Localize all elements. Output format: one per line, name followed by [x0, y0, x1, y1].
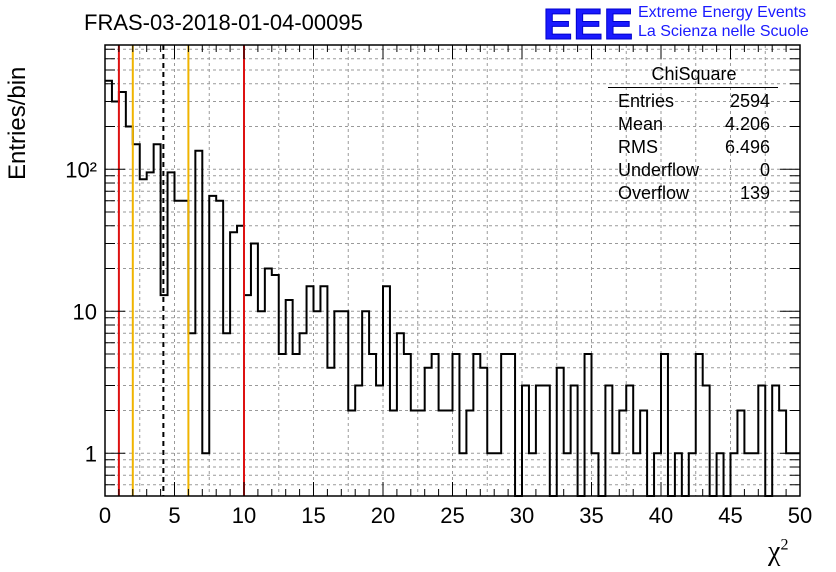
y-axis-label: Entries/bin — [4, 66, 31, 180]
x-tick-label: 45 — [718, 503, 742, 528]
marker-lines — [117, 45, 245, 496]
y-tick-label: 10² — [65, 157, 97, 182]
stat-value: 2594 — [729, 91, 770, 111]
stat-row-overflow: Overflow 139 — [608, 182, 778, 205]
stat-value: 0 — [759, 160, 770, 180]
x-tick-label: 0 — [99, 503, 111, 528]
stat-label: Overflow — [618, 183, 690, 203]
eee-logo: EEE — [542, 0, 635, 50]
x-tick-label: 25 — [440, 503, 464, 528]
stat-label: Mean — [618, 114, 664, 134]
histogram-series — [105, 79, 800, 497]
plot-title: FRAS-03-2018-01-04-00095 — [84, 10, 363, 35]
stat-label: Underflow — [618, 160, 700, 180]
x-tick-label: 10 — [232, 503, 256, 528]
x-tick-label: 35 — [579, 503, 603, 528]
stats-title: ChiSquare — [651, 64, 737, 84]
stat-row-entries: Entries 2594 — [608, 90, 778, 113]
stats-box: ChiSquare Entries 2594 Mean 4.206 RMS 6.… — [608, 64, 778, 205]
stat-value: 139 — [739, 183, 770, 203]
y-tick-label: 1 — [85, 441, 97, 466]
stat-value: 6.496 — [724, 137, 770, 157]
stats-divider — [608, 87, 778, 88]
x-tick-label: 30 — [510, 503, 534, 528]
x-tick-label: 40 — [649, 503, 673, 528]
stat-row-mean: Mean 4.206 — [608, 113, 778, 136]
x-tick-label: 5 — [168, 503, 180, 528]
stat-row-underflow: Underflow 0 — [608, 159, 778, 182]
stat-label: RMS — [618, 137, 658, 157]
axes: 0 5 10 15 20 25 30 35 40 45 50 1 10 10² — [65, 44, 812, 528]
stat-value: 4.206 — [724, 114, 770, 134]
stat-label: Entries — [618, 91, 675, 111]
stat-row-rms: RMS 6.496 — [608, 136, 778, 159]
x-axis-label-text: χ — [768, 536, 781, 567]
x-axis-label-sup: 2 — [780, 536, 789, 554]
x-axis-label: χ2 — [768, 536, 788, 568]
x-tick-label: 20 — [371, 503, 395, 528]
x-tick-label: 15 — [301, 503, 325, 528]
logo-line-1: Extreme Energy Events — [638, 4, 807, 21]
y-tick-label: 10 — [73, 299, 97, 324]
x-tick-label: 50 — [788, 503, 812, 528]
logo-line-2: La Scienza nelle Scuole — [638, 23, 809, 40]
histogram-line — [105, 79, 800, 497]
